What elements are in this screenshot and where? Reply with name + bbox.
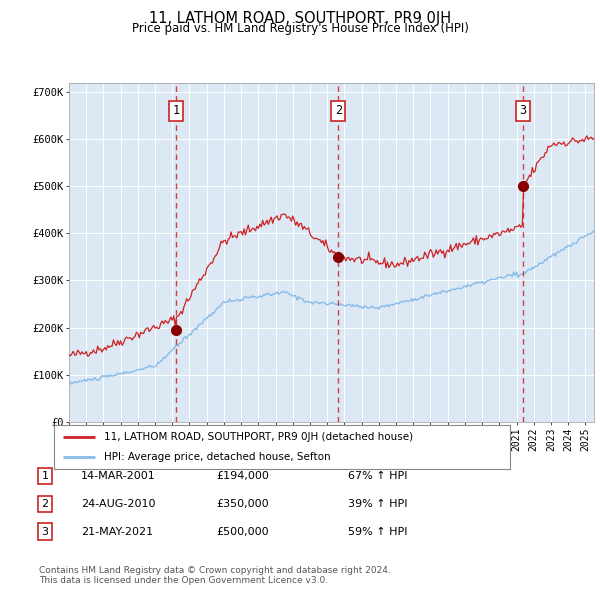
Text: 59% ↑ HPI: 59% ↑ HPI	[348, 527, 407, 536]
Text: 2: 2	[41, 499, 49, 509]
Text: 1: 1	[172, 104, 179, 117]
Text: Contains HM Land Registry data © Crown copyright and database right 2024.
This d: Contains HM Land Registry data © Crown c…	[39, 566, 391, 585]
Text: HPI: Average price, detached house, Sefton: HPI: Average price, detached house, Seft…	[104, 452, 331, 462]
Text: 39% ↑ HPI: 39% ↑ HPI	[348, 499, 407, 509]
Text: 24-AUG-2010: 24-AUG-2010	[81, 499, 155, 509]
Text: £194,000: £194,000	[216, 471, 269, 481]
Text: £350,000: £350,000	[216, 499, 269, 509]
Text: 14-MAR-2001: 14-MAR-2001	[81, 471, 156, 481]
Text: 67% ↑ HPI: 67% ↑ HPI	[348, 471, 407, 481]
Text: Price paid vs. HM Land Registry's House Price Index (HPI): Price paid vs. HM Land Registry's House …	[131, 22, 469, 35]
Text: £500,000: £500,000	[216, 527, 269, 536]
Text: 11, LATHOM ROAD, SOUTHPORT, PR9 0JH (detached house): 11, LATHOM ROAD, SOUTHPORT, PR9 0JH (det…	[104, 432, 413, 442]
Text: 2: 2	[335, 104, 342, 117]
Text: 21-MAY-2021: 21-MAY-2021	[81, 527, 153, 536]
Text: 1: 1	[41, 471, 49, 481]
Text: 11, LATHOM ROAD, SOUTHPORT, PR9 0JH: 11, LATHOM ROAD, SOUTHPORT, PR9 0JH	[149, 11, 451, 25]
Text: 3: 3	[41, 527, 49, 536]
Text: 3: 3	[520, 104, 527, 117]
